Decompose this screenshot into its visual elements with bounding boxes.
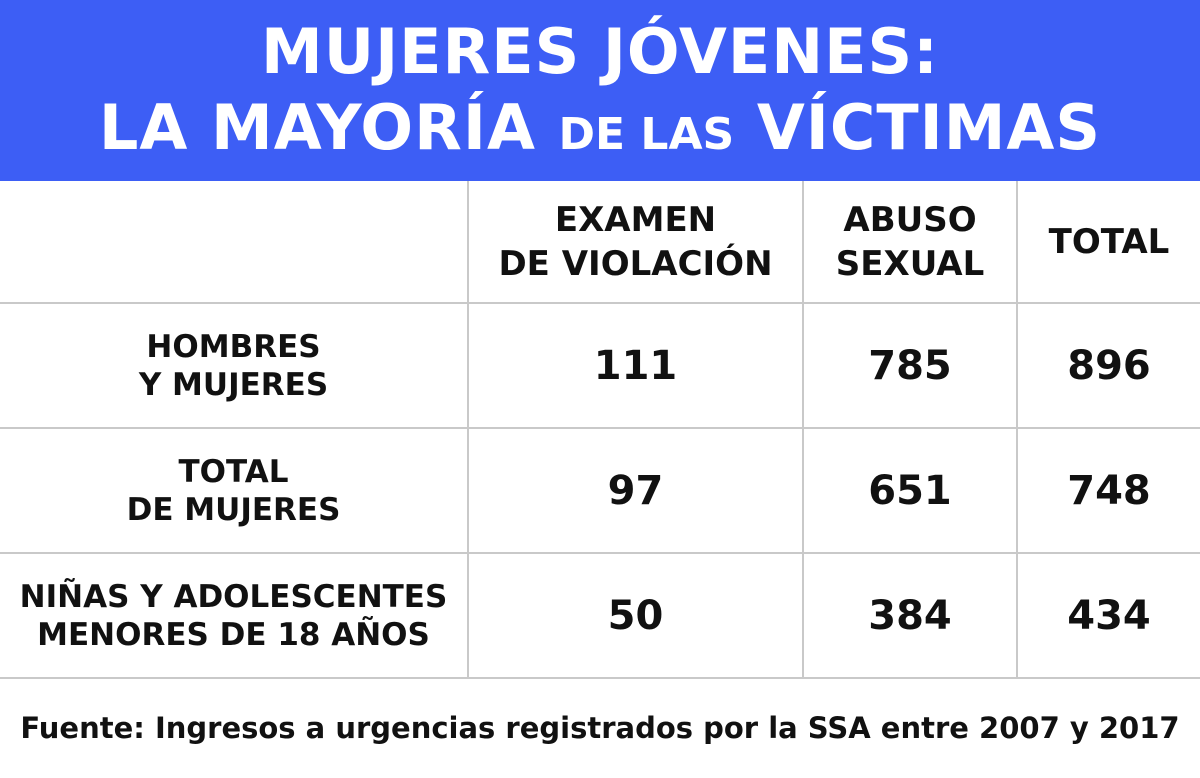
header-cell-total: TOTAL [1016, 181, 1200, 304]
source-note: Fuente: Ingresos a urgencias registrados… [20, 711, 1180, 745]
data-value: 97 [467, 427, 804, 554]
data-value: 50 [467, 552, 804, 679]
title-line-2-part-c: VÍCTIMAS [756, 91, 1102, 164]
title-line-2: LA MAYORÍA DE LAS VÍCTIMAS [0, 90, 1200, 173]
title-line-1: MUJERES JÓVENES: [261, 15, 939, 88]
data-value: 748 [1016, 427, 1200, 554]
header-cell-examen: EXAMEN DE VIOLACIÓN [467, 181, 804, 304]
data-value: 111 [467, 302, 804, 429]
data-value: 434 [1016, 552, 1200, 679]
data-value: 785 [802, 302, 1018, 429]
data-value: 896 [1016, 302, 1200, 429]
table-row: NIÑAS Y ADOLESCENTES MENORES DE 18 AÑOS … [0, 552, 1200, 679]
header-cell-abuso: ABUSO SEXUAL [802, 181, 1018, 304]
title-line-2-part-b: DE LAS [558, 109, 735, 160]
title-banner: MUJERES JÓVENES: LA MAYORÍA DE LAS VÍCTI… [0, 0, 1200, 181]
table-row: HOMBRES Y MUJERES 111 785 896 [0, 302, 1200, 429]
data-table: EXAMEN DE VIOLACIÓN ABUSO SEXUAL TOTAL H… [0, 181, 1200, 679]
table-row: TOTAL DE MUJERES 97 651 748 [0, 427, 1200, 554]
header-cell-empty [0, 181, 469, 304]
data-value: 651 [802, 427, 1018, 554]
row-label: TOTAL DE MUJERES [0, 427, 469, 554]
row-label: NIÑAS Y ADOLESCENTES MENORES DE 18 AÑOS [0, 552, 469, 679]
title-line-2-part-a: LA MAYORÍA [98, 91, 536, 164]
table-header-row: EXAMEN DE VIOLACIÓN ABUSO SEXUAL TOTAL [0, 181, 1200, 304]
data-value: 384 [802, 552, 1018, 679]
row-label: HOMBRES Y MUJERES [0, 302, 469, 429]
